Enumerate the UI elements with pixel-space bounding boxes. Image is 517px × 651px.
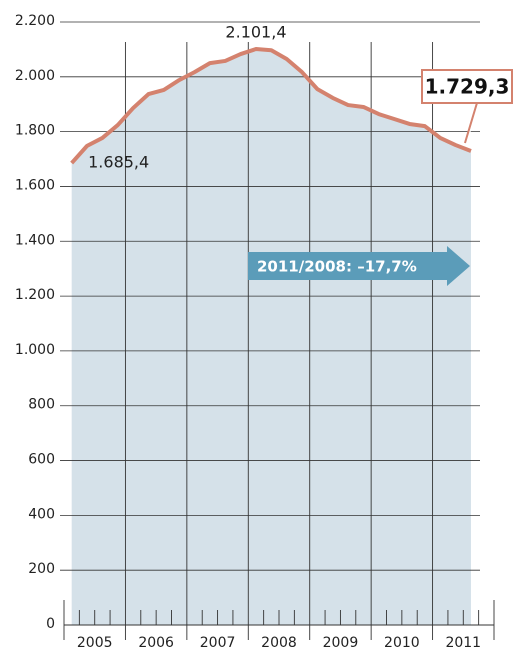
y-tick-label: 200 <box>28 561 55 577</box>
area <box>71 49 471 625</box>
value-label: 1.729,3 <box>425 75 510 99</box>
y-tick-label: 1.400 <box>15 232 55 248</box>
x-tick-label: 2005 <box>77 635 113 651</box>
annotation: 2011/2008: –17,7% <box>257 258 417 276</box>
callout-pointer <box>464 102 485 144</box>
x-tick-label: 2008 <box>261 635 297 651</box>
y-tick-label: 800 <box>28 397 55 413</box>
y-tick-label: 1.600 <box>15 177 55 193</box>
y-tick-label: 1.800 <box>15 123 55 139</box>
x-tick-label: 2007 <box>200 635 236 651</box>
line <box>70 47 472 165</box>
y-tick-label: 2.200 <box>15 13 55 29</box>
y-tick-label: 0 <box>46 616 55 632</box>
x-tick-label: 2006 <box>138 635 174 651</box>
callout-box <box>421 69 513 104</box>
x-tick-label: 2009 <box>323 635 359 651</box>
value-label: 2.101,4 <box>225 23 286 42</box>
y-tick-label: 2.000 <box>15 68 55 84</box>
x-tick-label: 2010 <box>384 635 420 651</box>
x-tick-label: 2011 <box>445 635 481 651</box>
y-tick-label: 400 <box>28 506 55 522</box>
annotation-arrow <box>248 246 470 286</box>
y-tick-label: 1.200 <box>15 287 55 303</box>
value-label: 1.685,4 <box>88 153 149 172</box>
y-tick-label: 1.000 <box>15 342 55 358</box>
y-tick-label: 600 <box>28 452 55 468</box>
